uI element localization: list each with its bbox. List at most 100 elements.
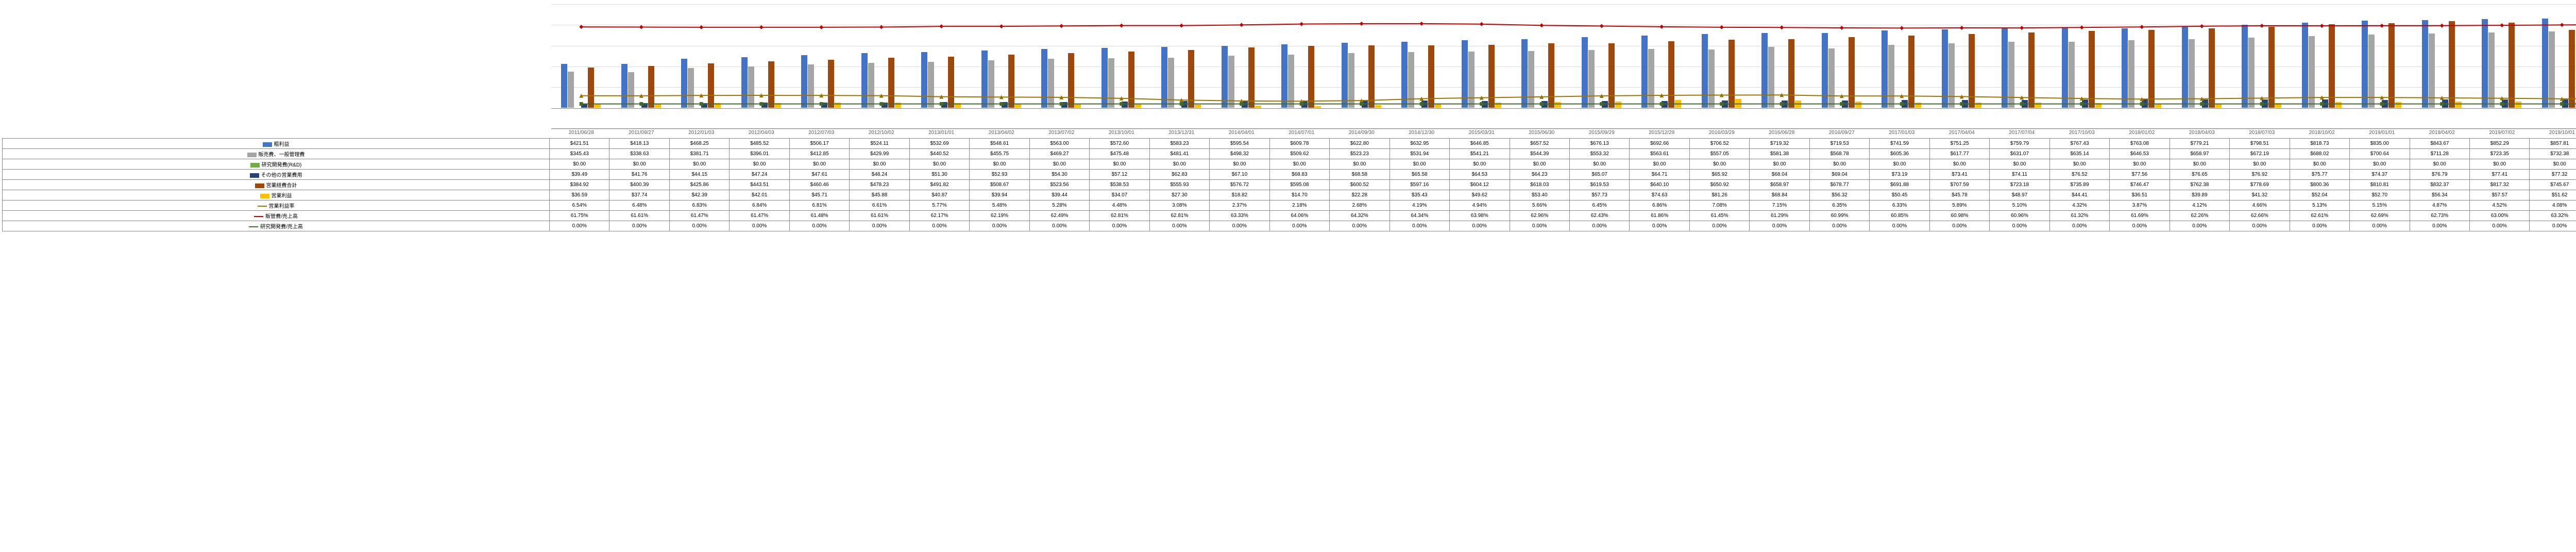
bar-sga <box>2008 42 2014 107</box>
bar-op_exp_total <box>1908 36 1914 108</box>
bar-other_op <box>1061 102 1067 108</box>
bar-gross_profit <box>1641 36 1648 108</box>
bar-sga <box>1048 59 1054 108</box>
bar-op_exp_total <box>1008 55 1014 108</box>
bar-other_op <box>941 102 947 107</box>
plot-area <box>551 4 2576 129</box>
bar-gross_profit <box>2542 19 2548 108</box>
bar-op_exp_total <box>2028 32 2035 108</box>
bar-op_exp_total <box>1068 53 1074 108</box>
bar-op_exp_total <box>1128 52 1134 108</box>
bar-other_op <box>882 103 888 108</box>
bar-op_exp_total <box>1668 41 1674 108</box>
bar-op_exp_total <box>1548 43 1554 108</box>
bar-gross_profit <box>1281 44 1287 108</box>
bar-sga <box>2368 35 2375 107</box>
bar-op_income <box>2215 104 2222 108</box>
bar-gross_profit <box>1882 30 1888 108</box>
bar-op_exp_total <box>1308 46 1314 108</box>
bar-gross_profit <box>621 64 628 107</box>
bar-op_income <box>1135 104 1141 108</box>
bar-sga <box>1108 58 1114 108</box>
bar-op_exp_total <box>1608 43 1615 108</box>
bar-op_income <box>2035 103 2041 108</box>
bar-gross_profit <box>2242 25 2248 108</box>
bar-sga <box>2309 36 2315 108</box>
bar-sga <box>868 63 874 108</box>
bar-op_exp_total <box>888 58 894 107</box>
bar-op_income <box>835 103 841 107</box>
bar-gross_profit <box>861 53 868 108</box>
bar-op_income <box>2455 102 2462 107</box>
bar-op_income <box>2095 103 2102 108</box>
bar-sga <box>2429 34 2435 107</box>
bar-op_income <box>1375 105 1381 107</box>
bar-other_op <box>1722 101 1728 107</box>
table-row: 販管費/売上高61.75%61.61%61.47%61.47%61.48%61.… <box>3 211 2576 221</box>
bar-gross_profit <box>2002 28 2008 107</box>
bar-op_exp_total <box>2209 28 2215 108</box>
bar-sga <box>1408 52 1414 107</box>
bar-op_exp_total <box>2569 30 2575 107</box>
bar-op_exp_total <box>2268 27 2275 108</box>
bar-sga <box>2189 39 2195 108</box>
bar-op_income <box>2275 103 2281 107</box>
table-row: 粗利益$421.51$418.13$468.25$485.52$506.17$5… <box>3 139 2576 149</box>
bar-gross_profit <box>1342 43 1348 108</box>
bar-op_income <box>1015 104 1021 108</box>
bar-op_income <box>1495 103 1501 108</box>
bar-other_op <box>1002 102 1008 108</box>
bar-gross_profit <box>2362 21 2368 107</box>
table-row: 研究開発費(R&D)$0.00$0.00$0.00$0.00$0.00$0.00… <box>3 159 2576 170</box>
bar-gross_profit <box>921 52 927 107</box>
bar-gross_profit <box>1101 48 1108 107</box>
bar-gross_profit <box>1582 37 1588 107</box>
bar-op_income <box>1435 104 1441 108</box>
bar-gross_profit <box>1942 29 1948 108</box>
bar-op_exp_total <box>1188 50 1194 108</box>
bar-gross_profit <box>2122 28 2128 108</box>
bar-other_op <box>2022 100 2028 108</box>
bar-other_op <box>2202 99 2208 107</box>
bar-gross_profit <box>2182 27 2188 108</box>
bar-other_op <box>581 104 587 108</box>
bar-gross_profit <box>1161 47 1167 108</box>
bar-sga <box>1888 45 1894 108</box>
bar-other_op <box>1362 101 1368 108</box>
bar-other_op <box>1122 102 1128 108</box>
bar-op_exp_total <box>1969 34 1975 108</box>
bar-sga <box>1468 52 1475 108</box>
bar-gross_profit <box>1521 39 1528 108</box>
bar-sga <box>2488 32 2495 108</box>
bar-op_income <box>715 103 721 108</box>
bar-op_income <box>1075 104 1081 108</box>
bar-op_income <box>595 104 601 107</box>
bar-other_op <box>641 103 648 107</box>
bar-sga <box>1168 58 1174 108</box>
bar-gross_profit <box>1822 33 1828 108</box>
bar-gross_profit <box>681 59 687 107</box>
bar-op_income <box>1255 106 1261 108</box>
bar-op_income <box>775 103 781 107</box>
table-row: 営業利益率6.54%6.48%6.83%6.84%6.81%6.61%5.77%… <box>3 200 2576 211</box>
bar-sga <box>628 72 634 107</box>
table-row: その他の営業費用$39.49$41.76$44.15$47.24$47.61$4… <box>3 170 2576 180</box>
bar-sga <box>2128 40 2134 107</box>
bar-sga <box>1648 49 1654 108</box>
bar-op_exp_total <box>2148 30 2155 108</box>
bar-op_income <box>2515 102 2521 108</box>
bar-gross_profit <box>2482 19 2488 108</box>
bar-op_exp_total <box>2449 21 2455 108</box>
bar-sga <box>988 60 994 108</box>
bar-op_exp_total <box>1728 40 1735 107</box>
bar-sga <box>1588 50 1595 108</box>
table-row: 販売費、一般管理費$345.43$338.63$381.71$396.01$41… <box>3 149 2576 159</box>
bar-op_exp_total <box>1428 45 1434 107</box>
table-row: 営業利益$36.59$37.74$42.39$42.01$45.71$45.88… <box>3 190 2576 200</box>
bar-gross_profit <box>2062 28 2068 108</box>
bar-sga <box>748 66 754 108</box>
bar-gross_profit <box>2302 23 2308 108</box>
bar-sga <box>2069 42 2075 108</box>
bar-op_income <box>2395 102 2401 108</box>
bar-sga <box>1528 51 1534 108</box>
